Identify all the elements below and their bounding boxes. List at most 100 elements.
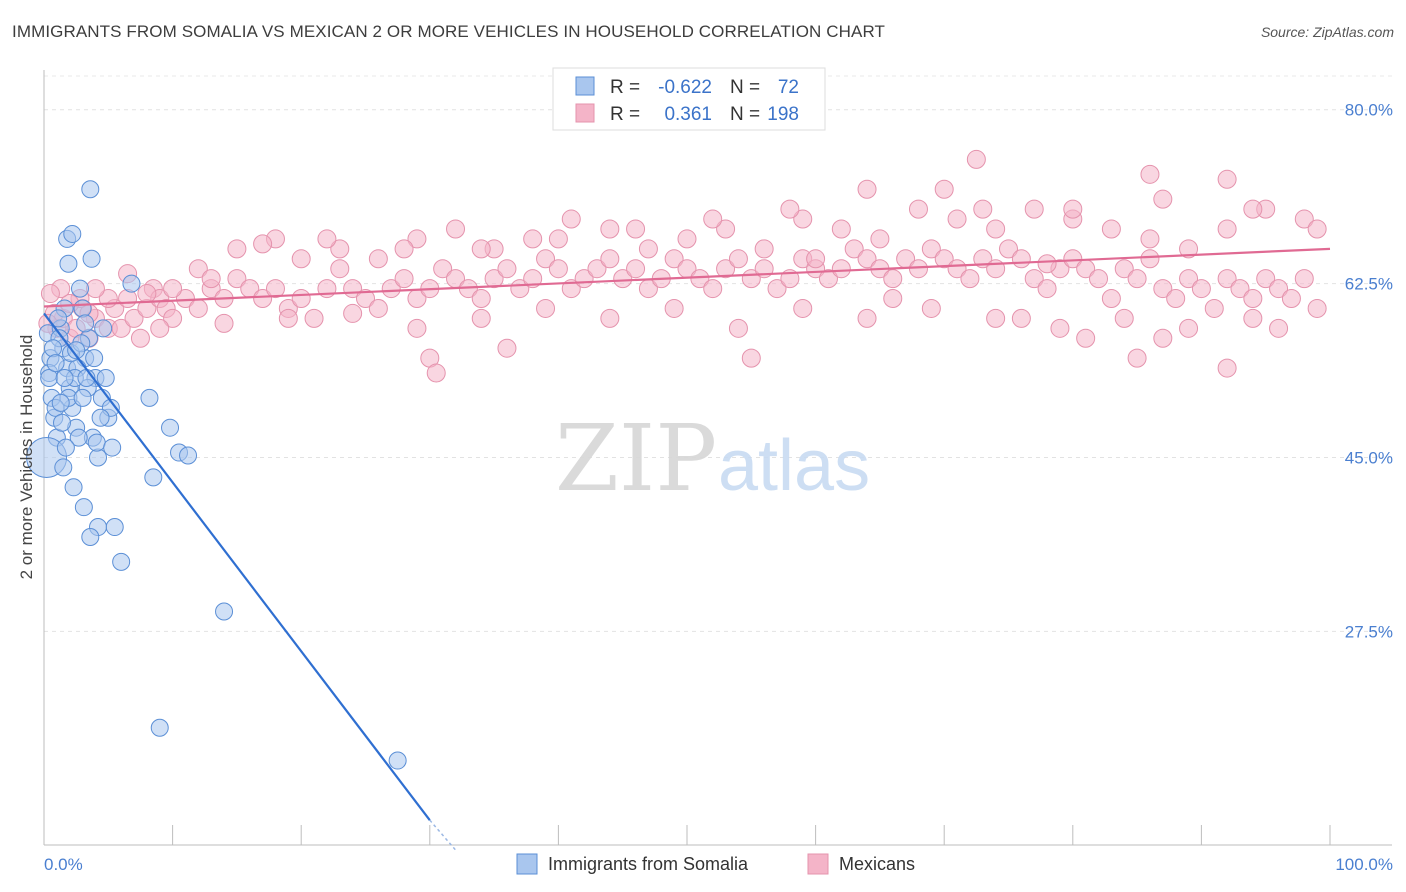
watermark: ZIP atlas — [555, 405, 870, 512]
somalia-point — [56, 438, 75, 457]
mexicans-point — [754, 239, 774, 259]
mexicans-point — [716, 259, 736, 279]
somalia-point — [105, 518, 124, 537]
mexicans-point — [986, 259, 1006, 279]
mexicans-point — [986, 308, 1006, 328]
somalia-point — [55, 369, 74, 388]
mexicans-point — [291, 249, 311, 269]
mexicans-point — [664, 298, 684, 318]
mexicans-point — [124, 308, 144, 328]
mexicans-point — [883, 269, 903, 289]
mexicans-point — [703, 209, 723, 229]
y-tick-label: 62.5% — [1345, 275, 1393, 294]
mexicans-point — [1076, 328, 1096, 348]
somalia-trend-line — [43, 312, 431, 821]
mexicans-point — [1217, 269, 1237, 289]
bottom-legend-swatch-somalia — [516, 853, 538, 875]
mexicans-point — [368, 298, 388, 318]
mexicans-point — [1127, 348, 1147, 368]
mexicans-point — [793, 209, 813, 229]
mexicans-point — [857, 249, 877, 269]
x-tick-label-max: 100.0% — [1335, 855, 1393, 874]
legend-r-value-2: 0.361 — [664, 104, 712, 125]
somalia-point — [44, 339, 63, 358]
somalia-point — [144, 468, 163, 487]
mexicans-point — [1050, 318, 1070, 338]
bottom-legend-label-mexicans: Mexicans — [839, 854, 915, 874]
mexicans-point — [497, 338, 517, 358]
mexicans-point — [1140, 249, 1160, 269]
mexicans-point — [433, 259, 453, 279]
mexicans-point — [1281, 289, 1301, 309]
mexicans-point — [677, 229, 697, 249]
mexicans-point — [844, 239, 864, 259]
mexicans-points — [38, 149, 1327, 383]
trend-lines — [43, 247, 1331, 851]
mexicans-point — [1037, 254, 1057, 274]
mexicans-point — [1191, 279, 1211, 299]
mexicans-point — [947, 209, 967, 229]
somalia-point — [81, 180, 100, 199]
somalia-point — [81, 527, 100, 546]
mexicans-point — [1204, 298, 1224, 318]
mexicans-point — [150, 318, 170, 338]
mexicans-point — [394, 269, 414, 289]
mexicans-point — [831, 219, 851, 239]
mexicans-point — [201, 269, 221, 289]
mexicans-point — [227, 239, 247, 259]
mexicans-point — [1217, 358, 1237, 378]
mexicans-point — [471, 239, 491, 259]
watermark-atlas: atlas — [718, 426, 870, 506]
mexicans-point — [1011, 308, 1031, 328]
mexicans-point — [394, 239, 414, 259]
watermark-zip: ZIP — [555, 405, 717, 512]
mexicans-point — [85, 279, 105, 299]
y-axis-label: 2 or more Vehicles in Household — [17, 335, 36, 580]
somalia-point — [71, 279, 90, 298]
mexicans-point — [1217, 219, 1237, 239]
legend-r-label-2: R = — [610, 104, 640, 125]
mexicans-point — [1269, 318, 1289, 338]
series-legend: Immigrants from Somalia Mexicans — [516, 853, 915, 875]
somalia-point — [179, 446, 198, 465]
mexicans-point — [561, 209, 581, 229]
mexicans-point — [600, 308, 620, 328]
mexicans-point — [356, 289, 375, 309]
mexicans-point — [626, 219, 646, 239]
mexicans-point — [947, 259, 967, 279]
mexicans-point — [471, 308, 491, 328]
mexicans-point — [1024, 269, 1044, 289]
mexicans-point — [163, 308, 183, 328]
mexicans-point — [1011, 249, 1031, 269]
mexicans-point — [1243, 199, 1263, 219]
mexicans-point — [857, 179, 877, 199]
legend-n-value-1: 72 — [778, 77, 799, 98]
somalia-point — [73, 299, 92, 318]
mexicans-point — [40, 284, 60, 304]
mexicans-point — [1179, 239, 1199, 259]
somalia-point — [103, 438, 122, 457]
legend-swatch-somalia — [575, 76, 595, 96]
bottom-legend-label-somalia: Immigrants from Somalia — [548, 854, 749, 874]
mexicans-point — [163, 279, 183, 299]
y-tick-label: 80.0% — [1345, 101, 1393, 120]
mexicans-point — [253, 234, 273, 254]
mexicans-point — [1089, 269, 1109, 289]
somalia-points — [26, 180, 407, 770]
chart-source: Source: ZipAtlas.com — [1260, 24, 1394, 40]
mexicans-point — [1153, 279, 1173, 299]
mexicans-point — [728, 318, 748, 338]
mexicans-point — [304, 308, 324, 328]
mexicans-point — [1230, 279, 1250, 299]
mexicans-point — [471, 289, 491, 309]
mexicans-point — [934, 179, 954, 199]
somalia-point — [91, 408, 110, 427]
mexicans-point — [330, 259, 350, 279]
mexicans-point — [767, 279, 787, 299]
mexicans-point — [1307, 219, 1327, 239]
mexicans-point — [1140, 229, 1160, 249]
somalia-point — [85, 349, 104, 368]
mexicans-point — [536, 249, 556, 269]
mexicans-point — [664, 249, 684, 269]
